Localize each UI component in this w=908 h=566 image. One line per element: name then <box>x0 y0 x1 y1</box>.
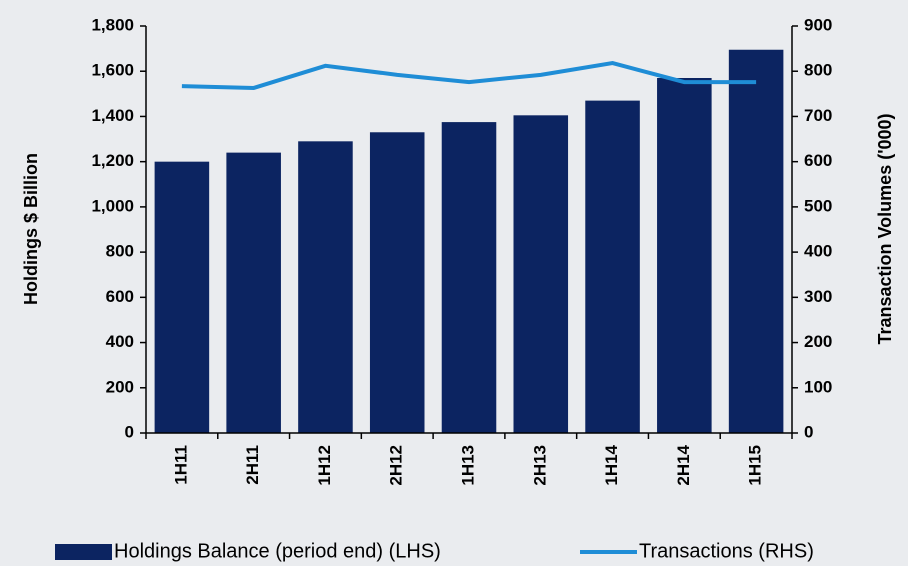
legend-label: Transactions (RHS) <box>639 540 814 562</box>
y2-tick-label: 900 <box>804 15 832 34</box>
x-tick-label: 2H13 <box>530 445 549 486</box>
y2-axis-title: Transaction Volumes ('000) <box>875 113 895 344</box>
bar <box>513 115 569 433</box>
x-tick-label: 1H13 <box>458 445 477 486</box>
y-tick-label: 1,800 <box>91 15 134 34</box>
y-axis-title: Holdings $ Billion <box>21 153 41 305</box>
y2-tick-label: 800 <box>804 61 832 80</box>
y2-tick-label: 400 <box>804 242 832 261</box>
bar <box>369 132 425 433</box>
bar <box>298 141 353 434</box>
y2-tick-label: 300 <box>804 287 832 306</box>
bar <box>154 161 210 433</box>
y2-tick-label: 600 <box>804 151 832 170</box>
y2-tick-label: 200 <box>804 332 832 351</box>
y2-tick-label: 0 <box>804 422 813 441</box>
bar <box>728 49 784 433</box>
y-tick-label: 1,200 <box>91 151 134 170</box>
y-tick-label: 200 <box>106 377 134 396</box>
x-tick-label: 1H12 <box>315 445 334 486</box>
bar <box>226 152 281 433</box>
line-series <box>181 61 757 90</box>
x-tick-label: 2H12 <box>387 445 406 486</box>
legend-label: Holdings Balance (period end) (LHS) <box>114 540 441 562</box>
y-tick-label: 400 <box>106 332 134 351</box>
x-tick-label: 2H11 <box>243 445 262 485</box>
y-tick-label: 0 <box>125 422 134 441</box>
x-tick-label: 1H11 <box>171 445 190 485</box>
y2-tick-label: 100 <box>804 377 832 396</box>
y-tick-label: 1,600 <box>91 61 134 80</box>
y2-tick-label: 700 <box>804 106 832 125</box>
x-tick-label: 2H14 <box>674 444 693 485</box>
y-tick-label: 600 <box>106 287 134 306</box>
x-tick-label: 1H14 <box>602 444 621 485</box>
bar <box>441 122 497 433</box>
legend-swatch <box>55 544 112 560</box>
y2-tick-label: 500 <box>804 196 832 215</box>
x-tick-label: 1H15 <box>746 445 765 486</box>
bar <box>657 78 712 433</box>
y-tick-label: 1,000 <box>91 196 134 215</box>
y-tick-label: 1,400 <box>91 106 134 125</box>
y-tick-label: 800 <box>106 242 134 261</box>
bar <box>585 100 640 433</box>
